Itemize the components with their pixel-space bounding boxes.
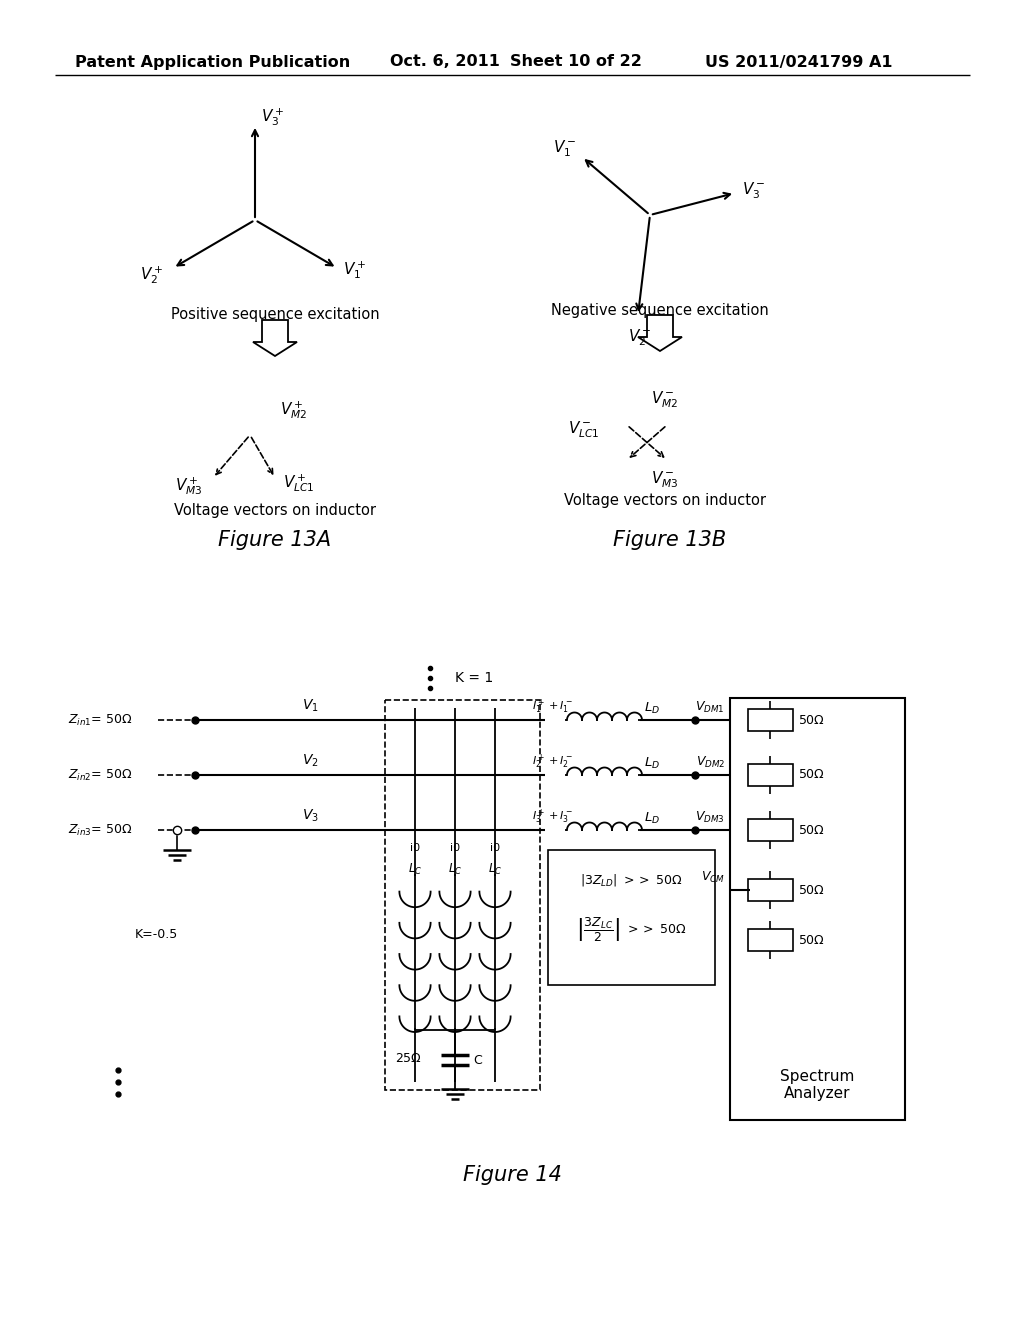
Text: $L_C$: $L_C$ — [487, 862, 502, 876]
Text: 50$\Omega$: 50$\Omega$ — [798, 768, 824, 781]
Text: i0: i0 — [410, 843, 420, 853]
Text: $V_3$: $V_3$ — [301, 808, 318, 824]
Text: $L_D$: $L_D$ — [644, 701, 660, 715]
Text: $V_3^-$: $V_3^-$ — [742, 181, 766, 201]
Text: $V_{M2}^+$: $V_{M2}^+$ — [280, 399, 307, 421]
Text: $I_3^+ + I_3^-$: $I_3^+ + I_3^-$ — [532, 808, 572, 826]
Text: 50$\Omega$: 50$\Omega$ — [798, 714, 824, 726]
Text: $Z_{in2}$= 50$\Omega$: $Z_{in2}$= 50$\Omega$ — [68, 767, 132, 783]
Text: $V_3^+$: $V_3^+$ — [261, 106, 285, 128]
Text: $V_{M3}^-$: $V_{M3}^-$ — [651, 470, 679, 490]
Text: $V_2$: $V_2$ — [302, 752, 318, 770]
Bar — [748, 929, 793, 950]
Text: Patent Application Publication: Patent Application Publication — [75, 54, 350, 70]
Text: US 2011/0241799 A1: US 2011/0241799 A1 — [705, 54, 893, 70]
Bar — [730, 698, 905, 1119]
Text: $Z_{in1}$= 50$\Omega$: $Z_{in1}$= 50$\Omega$ — [68, 713, 132, 727]
Text: $V_{DM3}$: $V_{DM3}$ — [695, 809, 725, 825]
Text: $V_{M3}^+$: $V_{M3}^+$ — [175, 475, 203, 496]
Text: 50$\Omega$: 50$\Omega$ — [798, 883, 824, 896]
Text: Negative sequence excitation: Negative sequence excitation — [551, 302, 769, 318]
Text: K = 1: K = 1 — [455, 671, 494, 685]
Text: $V_{CM}$: $V_{CM}$ — [701, 870, 725, 884]
Bar — [748, 818, 793, 841]
Text: 25$\Omega$: 25$\Omega$ — [395, 1052, 422, 1064]
Text: K=-0.5: K=-0.5 — [135, 928, 178, 940]
Text: $I_1^+ + I_1^-$: $I_1^+ + I_1^-$ — [532, 698, 572, 717]
Bar — [548, 850, 715, 985]
Text: $V_2^-$: $V_2^-$ — [629, 327, 651, 348]
Text: Voltage vectors on inductor: Voltage vectors on inductor — [564, 492, 766, 507]
Bar — [748, 879, 793, 902]
Text: i0: i0 — [450, 843, 460, 853]
Text: $V_{DM2}$: $V_{DM2}$ — [695, 755, 725, 770]
Text: Oct. 6, 2011: Oct. 6, 2011 — [390, 54, 500, 70]
Text: $V_{LC1}^+$: $V_{LC1}^+$ — [283, 473, 314, 494]
Text: $V_1^+$: $V_1^+$ — [343, 259, 367, 281]
Text: Sheet 10 of 22: Sheet 10 of 22 — [510, 54, 642, 70]
Text: i0: i0 — [489, 843, 500, 853]
Text: $V_2^+$: $V_2^+$ — [139, 264, 163, 286]
Text: $L_C$: $L_C$ — [447, 862, 462, 876]
Text: 50$\Omega$: 50$\Omega$ — [798, 933, 824, 946]
Text: $V_{M2}^-$: $V_{M2}^-$ — [651, 389, 679, 411]
Text: $L_C$: $L_C$ — [408, 862, 422, 876]
Text: $L_D$: $L_D$ — [644, 810, 660, 825]
Text: $V_{LC1}^-$: $V_{LC1}^-$ — [568, 420, 600, 441]
Text: Voltage vectors on inductor: Voltage vectors on inductor — [174, 503, 376, 517]
Text: Figure 13B: Figure 13B — [613, 531, 727, 550]
Text: Figure 13A: Figure 13A — [218, 531, 332, 550]
Bar — [748, 709, 793, 731]
Text: $\left|\dfrac{3Z_{LC}}{2}\right|\ >>\ 50\Omega$: $\left|\dfrac{3Z_{LC}}{2}\right|\ >>\ 50… — [577, 916, 687, 944]
Text: $V_1$: $V_1$ — [302, 698, 318, 714]
Bar — [748, 764, 793, 785]
Text: 50$\Omega$: 50$\Omega$ — [798, 824, 824, 837]
Text: $I_2^+ + I_2^-$: $I_2^+ + I_2^-$ — [532, 752, 572, 771]
Text: $L_D$: $L_D$ — [644, 755, 660, 771]
Bar — [385, 700, 540, 1090]
Text: $V_1^-$: $V_1^-$ — [553, 139, 575, 160]
Text: $V_{DM1}$: $V_{DM1}$ — [695, 700, 725, 714]
Text: $Z_{in3}$= 50$\Omega$: $Z_{in3}$= 50$\Omega$ — [68, 822, 132, 838]
Text: Spectrum
Analyzer: Spectrum Analyzer — [780, 1069, 855, 1101]
Text: $|3Z_{LD}|\ >>\ 50\Omega$: $|3Z_{LD}|\ >>\ 50\Omega$ — [581, 873, 683, 888]
Text: Figure 14: Figure 14 — [463, 1166, 561, 1185]
Text: Positive sequence excitation: Positive sequence excitation — [171, 308, 379, 322]
Text: C: C — [473, 1053, 481, 1067]
